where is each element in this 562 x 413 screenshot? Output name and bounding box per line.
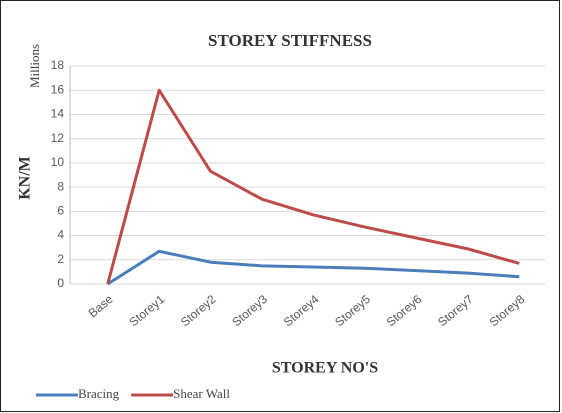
y-tick-label: 10 <box>51 155 65 169</box>
y-axis-label: KN/M <box>17 156 34 200</box>
chart-title: STOREY STIFFNESS <box>208 31 372 50</box>
y-tick-label: 4 <box>57 228 64 242</box>
series-line <box>106 88 520 285</box>
y-tick-label: 16 <box>51 82 65 96</box>
y-tick-label: 6 <box>57 204 64 218</box>
legend-label: Bracing <box>78 386 120 401</box>
x-axis-label: STOREY NO'S <box>272 360 378 377</box>
y-unit: Millions <box>27 44 42 88</box>
y-tick-label: 18 <box>51 58 65 72</box>
y-tick-label: 12 <box>51 131 65 145</box>
y-tick-label: 14 <box>51 107 65 121</box>
legend-label: Shear Wall <box>173 386 230 401</box>
y-tick-label: 2 <box>57 252 64 266</box>
y-tick-label: 0 <box>57 276 64 290</box>
series-line <box>106 249 520 286</box>
y-tick-label: 8 <box>57 179 64 193</box>
